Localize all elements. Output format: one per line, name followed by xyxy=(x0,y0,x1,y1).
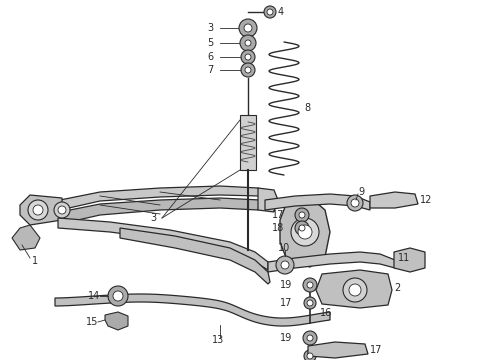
Circle shape xyxy=(281,261,289,269)
Circle shape xyxy=(307,353,313,359)
Text: 7: 7 xyxy=(207,65,213,75)
Circle shape xyxy=(245,67,251,73)
Polygon shape xyxy=(308,342,368,358)
Text: 1: 1 xyxy=(32,256,38,266)
Polygon shape xyxy=(394,248,425,272)
Circle shape xyxy=(295,221,309,235)
Text: 19: 19 xyxy=(280,280,292,290)
Text: 15: 15 xyxy=(86,317,98,327)
Text: 18: 18 xyxy=(272,223,284,233)
Circle shape xyxy=(264,6,276,18)
Circle shape xyxy=(351,199,359,207)
Circle shape xyxy=(307,300,313,306)
Polygon shape xyxy=(258,188,278,212)
Circle shape xyxy=(307,335,313,341)
Text: 17: 17 xyxy=(280,298,292,308)
Text: 14: 14 xyxy=(88,291,100,301)
Circle shape xyxy=(113,291,123,301)
Text: 19: 19 xyxy=(280,333,292,343)
Text: 4: 4 xyxy=(278,7,284,17)
Circle shape xyxy=(291,218,319,246)
Circle shape xyxy=(299,225,305,231)
Circle shape xyxy=(28,200,48,220)
Circle shape xyxy=(349,284,361,296)
Text: 17: 17 xyxy=(271,210,284,220)
Circle shape xyxy=(241,50,255,64)
Polygon shape xyxy=(370,192,418,208)
Circle shape xyxy=(343,278,367,302)
Polygon shape xyxy=(55,294,330,326)
Polygon shape xyxy=(265,194,370,210)
Text: 9: 9 xyxy=(358,187,364,197)
Circle shape xyxy=(33,205,43,215)
Polygon shape xyxy=(60,198,260,224)
Circle shape xyxy=(244,24,252,32)
Text: 10: 10 xyxy=(278,243,290,253)
Circle shape xyxy=(245,54,251,60)
Circle shape xyxy=(108,286,128,306)
Circle shape xyxy=(239,19,257,37)
Circle shape xyxy=(347,195,363,211)
Text: 6: 6 xyxy=(207,52,213,62)
Text: 3: 3 xyxy=(150,213,156,223)
Polygon shape xyxy=(120,228,270,284)
Polygon shape xyxy=(58,218,268,270)
Circle shape xyxy=(276,256,294,274)
Text: 11: 11 xyxy=(398,253,410,263)
Polygon shape xyxy=(20,195,62,225)
Circle shape xyxy=(303,331,317,345)
Circle shape xyxy=(245,40,251,46)
Circle shape xyxy=(307,282,313,288)
Circle shape xyxy=(303,278,317,292)
Text: 8: 8 xyxy=(304,103,310,113)
Polygon shape xyxy=(268,252,395,272)
Text: 2: 2 xyxy=(394,283,400,293)
Circle shape xyxy=(295,208,309,222)
Text: 12: 12 xyxy=(420,195,432,205)
Polygon shape xyxy=(280,197,330,267)
Circle shape xyxy=(299,212,305,218)
Text: 3: 3 xyxy=(207,23,213,33)
Circle shape xyxy=(58,206,66,214)
Circle shape xyxy=(298,225,312,239)
Text: 17: 17 xyxy=(370,345,382,355)
Polygon shape xyxy=(12,225,40,250)
Circle shape xyxy=(240,35,256,51)
Circle shape xyxy=(241,63,255,77)
Text: 5: 5 xyxy=(207,38,213,48)
Polygon shape xyxy=(60,186,260,210)
Circle shape xyxy=(267,9,273,15)
Circle shape xyxy=(54,202,70,218)
Text: 13: 13 xyxy=(212,335,224,345)
Polygon shape xyxy=(105,312,128,330)
FancyBboxPatch shape xyxy=(240,115,256,170)
Text: 16: 16 xyxy=(320,308,332,318)
Polygon shape xyxy=(316,270,392,308)
Circle shape xyxy=(304,350,316,360)
Circle shape xyxy=(304,297,316,309)
